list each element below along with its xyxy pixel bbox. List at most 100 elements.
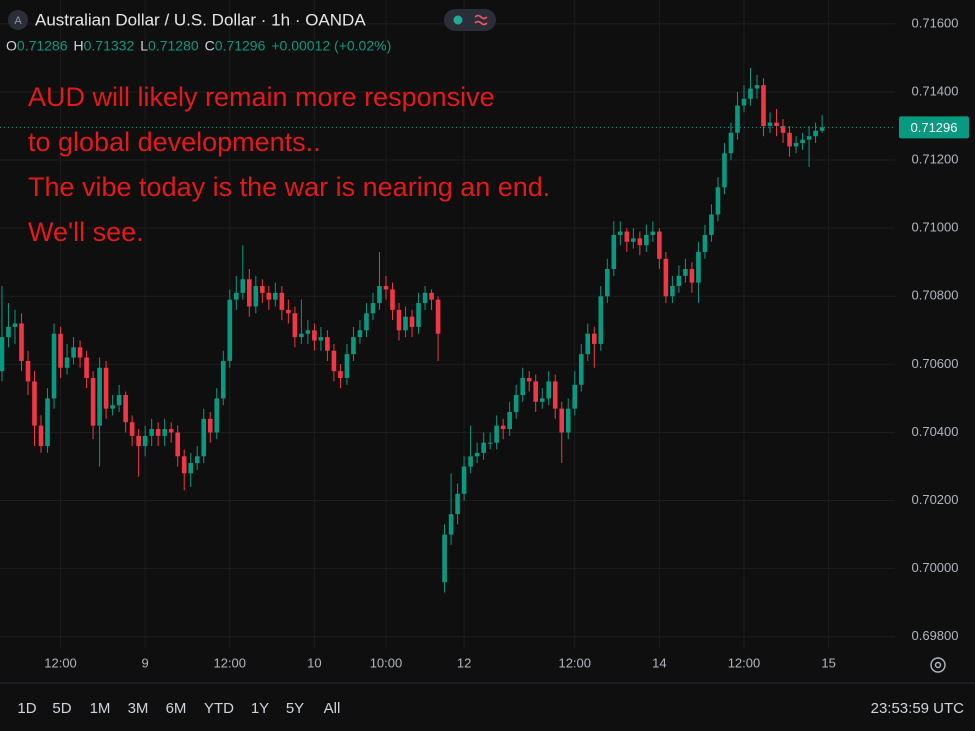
candle-body [286,309,291,314]
x-tick-label: 12:00 [213,655,246,670]
candle-body [403,316,408,331]
y-tick-label: 0.70400 [912,424,959,439]
candle-body [448,514,454,535]
ohlc-value: 0.71332 [84,38,135,54]
candle-body [38,425,44,447]
candle-body [6,326,11,338]
candle-body [357,330,363,338]
candle-body [123,394,128,423]
ohlc-value: 0.71286 [17,38,68,54]
candle-body [806,136,812,140]
candle-body [715,187,721,215]
candle-body [663,258,669,297]
candle-body [149,429,154,436]
candle-body [689,269,695,283]
candle-body [565,408,571,433]
settings-icon[interactable] [930,657,946,673]
candle-body [468,456,473,467]
candle-body [604,269,610,297]
y-tick-label: 0.70000 [912,560,959,575]
ohlc-value: 0.71296 [215,38,266,54]
candle-body [97,367,102,426]
x-tick-label: 12 [457,655,471,670]
annotation-line: to global developments.. [28,127,321,157]
toolbar: 1D 5D 1M 3M 6M YTD 1Y 5Y All [17,700,340,717]
candle-body [774,122,779,126]
y-tick-label: 0.71200 [912,151,959,166]
candle-body [246,279,252,307]
range-button[interactable]: 5D [52,700,71,717]
candle-body [266,292,272,300]
candle-body [481,442,486,453]
x-tick-label: 10:00 [370,655,403,670]
candle-body [162,429,167,436]
candle-body [722,153,727,188]
candle-body [175,432,180,457]
candle-body [370,303,376,314]
candle-body [32,381,37,426]
symbol-icon [8,10,28,30]
candle-body [129,422,135,436]
range-button[interactable]: 1D [17,700,36,717]
annotation: AUD will likely remain more responsive to… [28,82,550,247]
candle-body [487,442,493,444]
x-tick-label: 12:00 [728,655,761,670]
candle-body [383,286,389,290]
candle-body [748,88,753,99]
status-pill[interactable] [444,9,496,31]
candle-body [273,292,278,300]
range-button[interactable]: All [324,700,341,717]
candle-body [279,292,285,310]
candle-body [780,125,786,133]
annotation-line: The vibe today is the war is nearing an … [28,172,550,202]
y-tick-label: 0.69800 [912,628,959,643]
candle-body [84,357,89,378]
candle-body [90,377,96,426]
candle-body [136,435,141,447]
range-button[interactable]: 3M [128,700,149,717]
candle-body [696,251,701,283]
candle-body [12,323,18,327]
candle-body [598,296,604,344]
y-tick-label: 0.71000 [912,220,959,235]
candle-body [227,299,233,361]
range-button[interactable]: 1Y [251,700,269,717]
x-tick-label: 12:00 [44,655,77,670]
candle-body [494,425,499,443]
candle-body [546,381,552,399]
candle-body [390,289,395,310]
candle-body [305,330,311,334]
range-button[interactable]: 5Y [286,700,304,717]
candle-body [618,231,623,235]
candle-body [142,435,148,447]
candle-body [416,303,421,327]
candle-body [181,456,187,474]
candle-body [71,347,76,358]
candle-body [25,360,31,382]
candle-body [214,398,220,433]
candle-body [611,234,617,270]
candle-body [819,127,825,131]
candle-body [435,299,441,334]
market-open-dot [453,15,463,25]
candle-body [578,354,584,385]
ohlc-label: H [74,38,84,54]
candle-body [572,384,578,409]
range-button[interactable]: YTD [204,700,234,717]
settings-button[interactable] [930,657,946,673]
candle-body [513,394,519,413]
candle-body [813,130,818,137]
candle-body [455,493,460,515]
candle-body [631,238,636,242]
settings-icon-center[interactable] [934,661,942,669]
range-button[interactable]: 6M [166,700,187,717]
y-tick-label: 0.71600 [912,15,959,30]
ohlc-label: C [205,38,215,54]
ohlc-label: L [140,38,148,54]
range-button[interactable]: 1M [90,700,111,717]
annotation-line: AUD will likely remain more responsive [28,82,495,112]
candle-body [194,456,200,464]
candle-body [220,360,226,399]
